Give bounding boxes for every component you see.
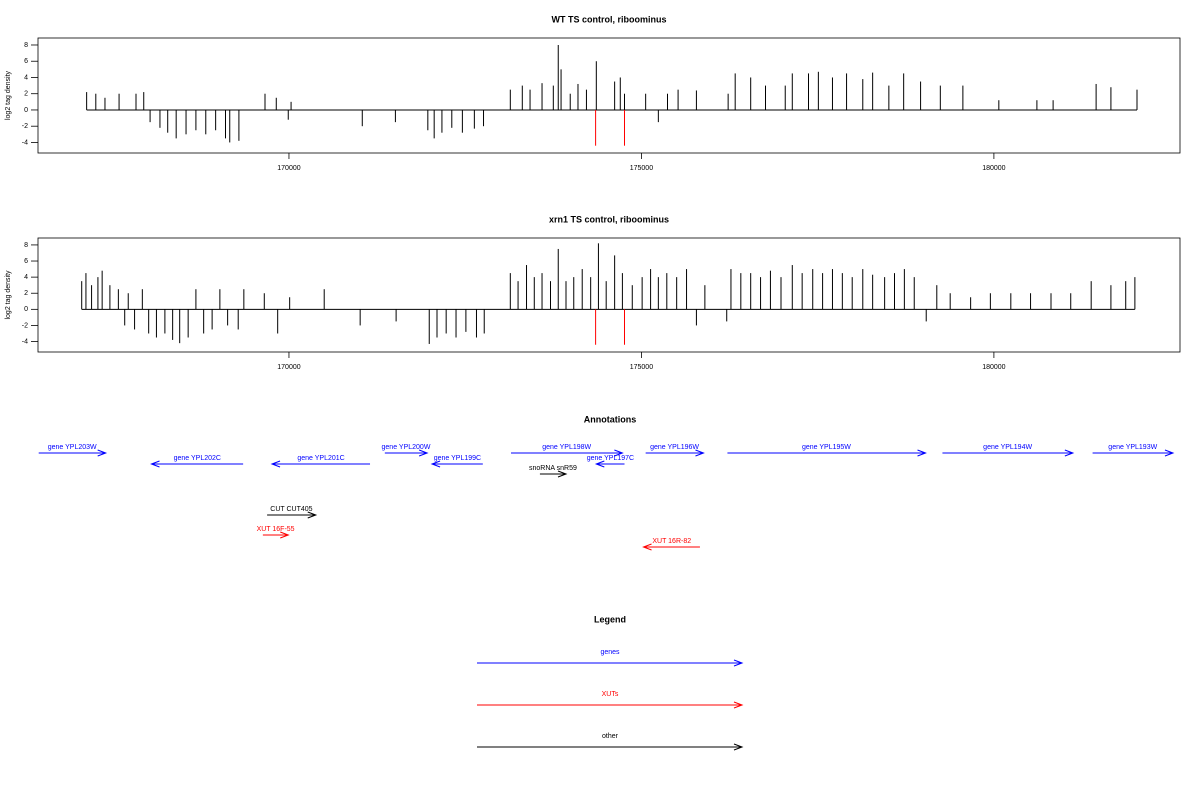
feature-arrow	[1092, 449, 1175, 457]
legend-arrow-part	[733, 659, 744, 667]
feature-arrow	[270, 460, 371, 468]
feature-arrow-part	[557, 470, 568, 478]
y-tick-label: 6	[24, 58, 28, 65]
legend-arrow-part	[733, 701, 744, 709]
legend-label: other	[602, 733, 619, 740]
annotations-title: Annotations	[584, 414, 637, 424]
feature-arrow-part	[418, 449, 429, 457]
feature-arrow	[645, 449, 705, 457]
x-tick-label: 175000	[630, 165, 653, 172]
plot-frame	[37, 237, 1181, 353]
feature-label: gene YPL201C	[297, 455, 344, 462]
feature-arrow-part	[917, 449, 927, 457]
feature-label: gene YPL198W	[542, 444, 591, 451]
feature-arrow-part	[642, 543, 652, 551]
feature-label: gene YPL200W	[382, 444, 431, 451]
feature-arrow	[267, 511, 318, 519]
y-tick-label: -2	[22, 123, 28, 130]
y-axis-label: log2 tag density	[5, 270, 12, 320]
legend-label: XUTs	[602, 691, 619, 698]
y-tick-label: 2	[24, 91, 28, 98]
legend-title: Legend	[594, 614, 626, 624]
feature-arrow-part	[270, 460, 281, 468]
legend-arrow-part	[733, 743, 744, 751]
feature-label: gene YPL203W	[48, 444, 97, 451]
y-tick-label: 8	[24, 242, 28, 249]
feature-arrow-part	[695, 449, 705, 457]
feature-arrow	[384, 449, 429, 457]
y-tick-label: 0	[24, 107, 28, 114]
feature-arrow-part	[614, 449, 624, 457]
feature-label: gene YPL199C	[434, 455, 481, 462]
y-tick-label: -2	[22, 322, 28, 329]
feature-arrow-part	[280, 531, 290, 539]
feature-arrow	[511, 449, 624, 457]
chart-title: xrn1 TS control, riboominus	[549, 214, 669, 224]
legend-arrow	[477, 659, 744, 667]
legend-arrow	[477, 743, 744, 751]
y-tick-label: 4	[24, 274, 28, 281]
x-tick-label: 180000	[982, 165, 1005, 172]
legend-label: genes	[600, 649, 620, 656]
x-tick-label: 180000	[982, 364, 1005, 371]
y-tick-label: 0	[24, 306, 28, 313]
feature-arrow-part	[150, 460, 160, 468]
x-tick-label: 170000	[277, 165, 300, 172]
y-tick-label: -4	[22, 139, 28, 146]
feature-arrow-part	[594, 460, 605, 468]
feature-label: XUT 16R-82	[652, 538, 691, 545]
feature-label: gene YPL196W	[650, 444, 699, 451]
feature-arrow	[262, 531, 290, 539]
y-tick-label: 6	[24, 258, 28, 265]
x-tick-label: 170000	[277, 364, 300, 371]
feature-arrow-part	[1064, 449, 1075, 457]
y-tick-label: 2	[24, 290, 28, 297]
feature-label: gene YPL193W	[1108, 444, 1157, 451]
feature-arrow-part	[97, 449, 108, 457]
x-tick-label: 175000	[630, 364, 653, 371]
feature-arrow	[642, 543, 700, 551]
feature-arrow	[150, 460, 244, 468]
feature-arrow	[942, 449, 1075, 457]
y-tick-label: 8	[24, 42, 28, 49]
y-tick-label: -4	[22, 338, 28, 345]
feature-arrow	[727, 449, 927, 457]
feature-label: snoRNA snR59	[529, 465, 577, 472]
feature-label: XUT 16F-55	[257, 526, 295, 533]
feature-arrow	[539, 470, 568, 478]
y-axis-label: log2 tag density	[5, 70, 12, 120]
feature-label: gene YPL194W	[983, 444, 1032, 451]
plot-frame	[37, 37, 1181, 154]
feature-label: gene YPL197C	[587, 455, 634, 462]
feature-arrow	[38, 449, 108, 457]
feature-arrow	[430, 460, 483, 468]
feature-label: gene YPL195W	[802, 444, 851, 451]
feature-label: CUT CUT405	[270, 506, 312, 513]
chart-title: WT TS control, riboominus	[552, 14, 667, 24]
feature-label: gene YPL202C	[174, 455, 221, 462]
feature-arrow	[594, 460, 625, 468]
feature-arrow-part	[307, 511, 318, 519]
y-tick-label: 4	[24, 74, 28, 81]
feature-arrow-part	[430, 460, 441, 468]
legend-arrow	[477, 701, 744, 709]
feature-arrow-part	[1164, 449, 1175, 457]
